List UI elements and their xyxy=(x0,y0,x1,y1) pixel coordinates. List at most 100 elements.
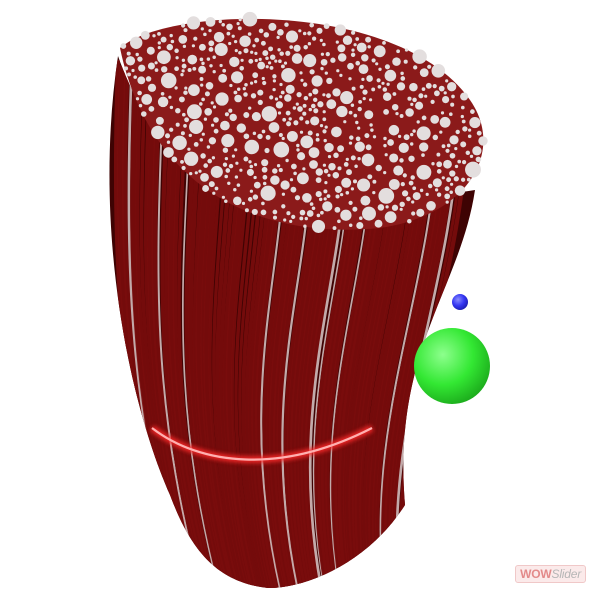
fiber-section-circle xyxy=(325,51,330,57)
fiber-section-circle xyxy=(388,178,400,190)
fiber-section-circle xyxy=(322,201,333,212)
fiber-section-circle xyxy=(278,168,283,173)
fiber-section-circle xyxy=(367,45,371,49)
fiber-section-circle xyxy=(346,169,352,176)
fiber-section-circle xyxy=(309,69,315,75)
fiber-strand xyxy=(212,174,247,588)
fiber-section-circle xyxy=(372,135,377,139)
fiber-section-circle xyxy=(443,91,447,95)
fiber-section-circle xyxy=(302,167,306,171)
fiber-section-circle xyxy=(298,29,302,33)
fiber-strand xyxy=(167,129,216,588)
fiber-section-circle xyxy=(296,91,302,98)
fiber-section-circle xyxy=(191,44,196,48)
fiber-section-circle xyxy=(462,126,468,132)
fiber-section-circle xyxy=(318,197,323,202)
fiber-section-circle xyxy=(296,148,300,152)
fiber-section-circle xyxy=(348,77,352,81)
fiber-section-circle xyxy=(263,32,270,38)
fiber-section-circle xyxy=(257,133,263,140)
fiber-section-circle xyxy=(279,95,283,99)
fiber-section-circle xyxy=(372,179,377,184)
fiber-section-circle xyxy=(357,178,371,192)
fiber-section-circle xyxy=(244,139,260,155)
fiber-section-circle xyxy=(400,71,404,76)
fiber-section-circle xyxy=(291,214,296,220)
fiber-section-circle xyxy=(407,218,412,224)
fiber-strand xyxy=(200,163,239,588)
fiber-section-circle xyxy=(306,210,314,217)
fiber-section-circle xyxy=(281,204,286,209)
fiber-section-circle xyxy=(226,23,233,31)
fiber-section-circle xyxy=(180,73,184,77)
fiber-section-circle xyxy=(206,145,211,149)
fiber-strand xyxy=(188,151,230,588)
fiber-section-circle xyxy=(183,124,187,128)
fiber-section-circle xyxy=(345,191,350,195)
fiber-section-circle xyxy=(208,28,212,33)
fiber-section-circle xyxy=(361,54,369,62)
fiber-highlight-strand xyxy=(312,183,350,588)
fiber-highlight-strand xyxy=(157,114,206,588)
fiber-section-circle xyxy=(151,125,165,140)
fiber-section-circle xyxy=(137,76,146,85)
fiber-section-circle xyxy=(214,186,219,191)
fiber-section-circle xyxy=(399,158,404,163)
fiber-section-circle xyxy=(233,39,238,44)
fiber-strand xyxy=(208,170,244,588)
fiber-section-circle xyxy=(174,86,178,90)
fiber-section-circle xyxy=(431,64,446,78)
fiber-section-circle xyxy=(307,42,312,46)
fiber-section-circle xyxy=(400,181,405,187)
fiber-section-circle xyxy=(261,159,269,167)
fiber-section-circle xyxy=(239,168,243,172)
fiber-section-circle xyxy=(416,208,425,217)
fiber-section-circle xyxy=(357,106,362,112)
fiber-section-circle xyxy=(234,148,238,152)
fiber-section-circle xyxy=(357,126,361,130)
fiber-section-circle xyxy=(384,69,397,82)
fiber-section-circle xyxy=(310,116,320,126)
fiber-section-circle xyxy=(334,24,346,36)
fiber-section-circle xyxy=(332,226,337,231)
fiber-section-circle xyxy=(326,93,331,99)
fiber-section-circle xyxy=(200,27,204,31)
fiber-section-circle xyxy=(418,93,424,99)
fiber-section-circle xyxy=(253,175,257,180)
fiber-section-circle xyxy=(300,78,304,82)
fiber-section-circle xyxy=(348,200,353,205)
fiber-section-circle xyxy=(180,160,184,164)
fiber-section-circle xyxy=(352,206,358,212)
fiber-section-circle xyxy=(137,90,142,96)
fiber-strand xyxy=(272,199,303,588)
fiber-section-circle xyxy=(413,65,418,70)
fiber-section-circle xyxy=(171,156,178,163)
fiber-section-circle xyxy=(419,142,429,152)
fiber-section-circle xyxy=(213,128,219,134)
fiber-section-circle xyxy=(242,87,246,91)
fiber-section-circle xyxy=(443,159,452,169)
fiber-section-circle xyxy=(276,164,281,168)
fiber-section-circle xyxy=(147,62,155,70)
fiber-section-circle xyxy=(332,88,341,97)
fiber-section-circle xyxy=(249,164,254,169)
fiber-section-circle xyxy=(248,106,252,110)
fiber-section-circle xyxy=(186,16,201,30)
fiber-strand xyxy=(248,196,277,588)
fiber-section-circle xyxy=(432,84,437,89)
fiber-section-circle xyxy=(243,92,248,97)
fiber-section-circle xyxy=(209,64,213,68)
fiber-section-circle xyxy=(246,168,254,176)
fiber-section-circle xyxy=(411,200,415,204)
fiber-section-circle xyxy=(369,98,373,102)
fiber-section-circle xyxy=(277,48,281,52)
fiber-strand xyxy=(300,189,339,588)
fiber-section-circle xyxy=(187,67,192,73)
fiber-strand xyxy=(254,198,283,588)
fiber-section-circle xyxy=(383,136,387,141)
fiber-section-circle xyxy=(384,153,388,157)
fiber-section-circle xyxy=(372,190,376,195)
fiber-section-circle xyxy=(222,68,227,73)
fiber-section-circle xyxy=(457,159,462,164)
fiber-section-circle xyxy=(240,58,244,62)
